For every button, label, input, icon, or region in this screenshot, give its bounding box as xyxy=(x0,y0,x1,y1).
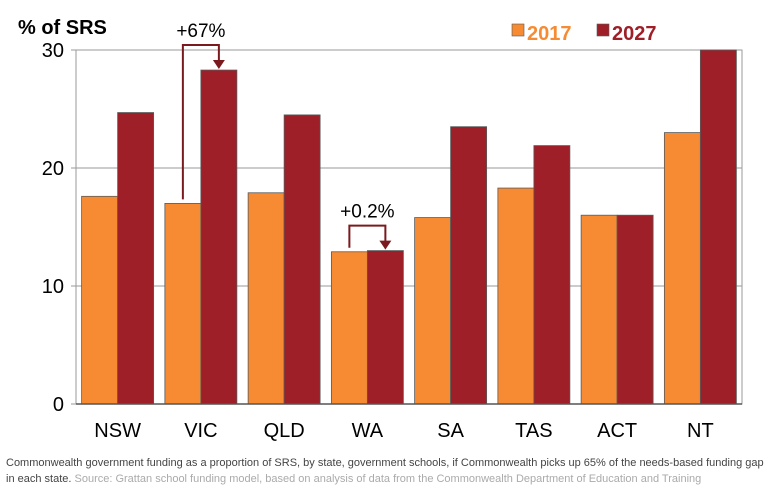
caption-source: Source: Grattan school funding model, ba… xyxy=(74,473,702,485)
y-tick-label: 0 xyxy=(53,394,64,416)
annotation-bracket xyxy=(181,44,220,200)
caption: Commonwealth government funding as a pro… xyxy=(6,455,764,487)
bar-qld-2017 xyxy=(247,192,285,405)
bar-vic-2027 xyxy=(200,69,238,405)
bars xyxy=(81,49,737,405)
bar-nsw-2017 xyxy=(81,195,119,405)
legend-label-2027: 2027 xyxy=(612,23,657,45)
bar-act-2017 xyxy=(580,214,618,405)
annotation-arrowhead xyxy=(379,240,392,250)
bar-nt-2017 xyxy=(663,132,701,405)
legend: 2017 2027 xyxy=(511,23,657,45)
y-tick-label: 20 xyxy=(42,158,64,180)
bar-qld-2027 xyxy=(283,114,321,405)
bar-wa-2017 xyxy=(330,251,368,405)
bar-tas-2027 xyxy=(533,145,571,405)
axes: 0 10 20 30% of SRS NSW VIC QLD WA SA TAS ACT NT xyxy=(18,17,742,442)
x-tick-label: TAS xyxy=(515,420,552,442)
x-tick-label: QLD xyxy=(264,420,305,442)
x-tick-label: WA xyxy=(352,420,384,442)
annotations: +67% +0.2% xyxy=(176,21,395,250)
x-tick-label: VIC xyxy=(184,420,217,442)
legend-swatch-2027 xyxy=(596,23,610,37)
bar-sa-2027 xyxy=(450,126,488,405)
x-tick-label: ACT xyxy=(597,420,637,442)
annotation-label: +67% xyxy=(176,21,225,42)
annotation-arrowhead xyxy=(212,60,225,70)
caption-text: Commonwealth government funding as a pro… xyxy=(6,457,764,485)
bar-sa-2017 xyxy=(414,217,452,405)
annotation-label: +0.2% xyxy=(340,202,395,223)
x-tick-label: NSW xyxy=(94,420,141,442)
bar-act-2027 xyxy=(616,214,654,405)
bar-nt-2027 xyxy=(699,49,737,405)
y-tick-label: 10 xyxy=(42,276,64,298)
x-tick-label: SA xyxy=(437,420,464,442)
annotation-bracket xyxy=(348,224,387,248)
y-tick-label: 30 xyxy=(42,40,64,62)
x-tick-label: NT xyxy=(687,420,714,442)
bar-wa-2027 xyxy=(366,250,404,405)
y-axis-title: % of SRS xyxy=(18,17,107,39)
legend-label-2017: 2017 xyxy=(527,23,572,45)
bar-tas-2017 xyxy=(497,187,535,405)
bar-vic-2017 xyxy=(164,202,202,405)
chart: +67% +0.2% 0 10 20 30% of SRS NSW VIC QLD WA SA TA… xyxy=(18,17,743,442)
legend-swatch-2017 xyxy=(511,23,525,37)
bar-nsw-2027 xyxy=(117,112,155,405)
